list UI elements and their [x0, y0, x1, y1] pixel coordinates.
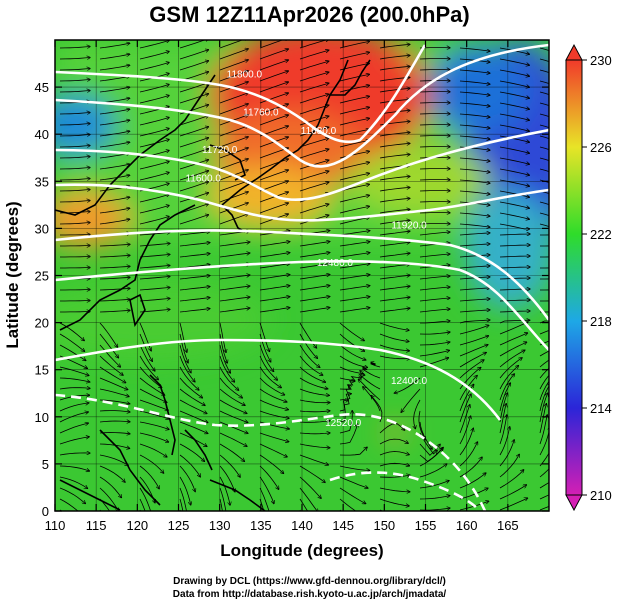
lat-tick-label: 40	[35, 127, 49, 142]
contour-label: 12480.0	[317, 258, 354, 269]
x-axis-label: Longitude (degrees)	[220, 541, 383, 560]
lon-tick-label: 120	[126, 518, 148, 533]
lat-tick-label: 35	[35, 174, 49, 189]
colorbar-tick-label: 222	[590, 227, 612, 242]
colorbar-top-arrow	[565, 43, 583, 61]
contour-label: 11680.0	[301, 126, 337, 137]
lon-tick-label: 115	[86, 518, 107, 533]
lon-tick-label: 150	[373, 518, 395, 533]
contour-label: 12520.0	[325, 418, 362, 429]
colorbar-tick-label: 214	[590, 401, 612, 416]
credit-data: Data from http://database.rish.kyoto-u.a…	[172, 589, 447, 600]
height-contours	[55, 43, 549, 511]
lat-tick-label: 45	[35, 80, 49, 95]
contour-label: 11720.0	[202, 145, 238, 156]
lon-tick-label: 165	[497, 518, 519, 533]
lat-tick-label: 15	[35, 363, 49, 378]
colorbar-tick-label: 230	[590, 53, 612, 68]
lat-tick-label: 5	[42, 457, 49, 472]
colorbar: 210 214 218 222 226 230	[565, 43, 612, 512]
lat-tick-label: 20	[35, 316, 49, 331]
contour-label: 11920.0	[391, 220, 427, 231]
contour-label: 11600.0	[185, 173, 221, 184]
contour-label: 11800.0	[227, 70, 263, 81]
lon-tick-label: 135	[250, 518, 272, 533]
lon-tick-label: 140	[291, 518, 313, 533]
lat-tick-label: 25	[35, 269, 49, 284]
lat-tick-label: 0	[42, 504, 49, 519]
lon-tick-label: 125	[168, 518, 190, 533]
colorbar-bottom-arrow	[565, 494, 583, 512]
colorbar-labels: 210 214 218 222 226 230	[582, 53, 612, 503]
colorbar-tick-label: 210	[590, 488, 612, 503]
colorbar-gradient	[565, 59, 583, 496]
lat-tick-label: 10	[35, 410, 49, 425]
contour-labels: 11800.0 11760.0 11680.0 11720.0 11600.0 11920…	[185, 70, 427, 430]
wind-streamlines	[59, 40, 549, 511]
contour-label: 11760.0	[243, 107, 279, 118]
lon-tick-label: 110	[45, 518, 66, 533]
lon-tick-label: 155	[415, 518, 437, 533]
colorbar-tick-label: 226	[590, 140, 612, 155]
longitude-axis: 110 115 120 125 130 135 140 145 150 155 160 165	[45, 40, 519, 533]
latitude-axis: 0 5 10 15 20 25 30 35 40 45	[35, 80, 549, 519]
lon-tick-label: 160	[456, 518, 478, 533]
contour-label: 12400.0	[391, 376, 428, 387]
lon-tick-label: 145	[332, 518, 354, 533]
colorbar-tick-label: 218	[590, 314, 612, 329]
y-axis-label: Latitude (degrees)	[3, 201, 22, 348]
credit-drawing: Drawing by DCL (https://www.gfd-dennou.o…	[173, 576, 446, 587]
lon-tick-label: 130	[209, 518, 231, 533]
lat-tick-label: 30	[35, 221, 49, 236]
coastlines	[55, 59, 371, 511]
map-title: GSM 12Z11Apr2026 (200.0hPa)	[149, 2, 470, 27]
